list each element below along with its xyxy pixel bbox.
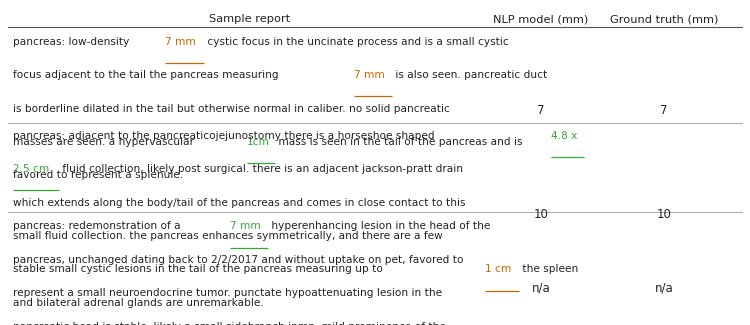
Text: 7: 7 bbox=[537, 104, 544, 117]
Text: pancreas: low-density: pancreas: low-density bbox=[13, 37, 134, 47]
Text: Sample report: Sample report bbox=[209, 14, 291, 24]
Text: 10: 10 bbox=[656, 208, 671, 221]
Text: n/a: n/a bbox=[655, 282, 674, 295]
Text: the spleen: the spleen bbox=[518, 265, 578, 274]
Text: NLP model (mm): NLP model (mm) bbox=[494, 14, 589, 24]
Text: hyperenhancing lesion in the head of the: hyperenhancing lesion in the head of the bbox=[268, 221, 490, 231]
Text: is also seen. pancreatic duct: is also seen. pancreatic duct bbox=[392, 70, 548, 80]
Text: 7 mm: 7 mm bbox=[230, 221, 260, 231]
Text: stable small cystic lesions in the tail of the pancreas measuring up to: stable small cystic lesions in the tail … bbox=[13, 265, 387, 274]
Text: 7: 7 bbox=[660, 104, 668, 117]
Text: n/a: n/a bbox=[532, 282, 550, 295]
Text: 1cm: 1cm bbox=[247, 137, 269, 147]
Text: pancreatic head is stable, likely a small sidebranch ipmn. mild prominence of th: pancreatic head is stable, likely a smal… bbox=[13, 322, 446, 325]
Text: 4.8 x: 4.8 x bbox=[550, 131, 578, 141]
Text: cystic focus in the uncinate process and is a small cystic: cystic focus in the uncinate process and… bbox=[204, 37, 508, 47]
Text: pancreas, unchanged dating back to 2/2/2017 and without uptake on pet, favored t: pancreas, unchanged dating back to 2/2/2… bbox=[13, 255, 464, 265]
Text: is borderline dilated in the tail but otherwise normal in caliber. no solid panc: is borderline dilated in the tail but ot… bbox=[13, 104, 450, 113]
Text: and bilateral adrenal glands are unremarkable.: and bilateral adrenal glands are unremar… bbox=[13, 298, 264, 308]
Text: favored to represent a splenule.: favored to represent a splenule. bbox=[13, 170, 184, 180]
Text: which extends along the body/tail of the pancreas and comes in close contact to : which extends along the body/tail of the… bbox=[13, 198, 466, 208]
Text: Ground truth (mm): Ground truth (mm) bbox=[610, 14, 718, 24]
Text: 1 cm: 1 cm bbox=[485, 265, 512, 274]
Text: pancreas: adjacent to the pancreaticojejunostomy there is a horseshoe shaped: pancreas: adjacent to the pancreaticojej… bbox=[13, 131, 439, 141]
Text: mass is seen in the tail of the pancreas and is: mass is seen in the tail of the pancreas… bbox=[275, 137, 523, 147]
Text: 2.5 cm: 2.5 cm bbox=[13, 164, 50, 174]
Text: focus adjacent to the tail the pancreas measuring: focus adjacent to the tail the pancreas … bbox=[13, 70, 283, 80]
Text: masses are seen. a hypervascular: masses are seen. a hypervascular bbox=[13, 137, 198, 147]
Text: fluid collection, likely post surgical. there is an adjacent jackson-pratt drain: fluid collection, likely post surgical. … bbox=[59, 164, 464, 174]
Text: 7 mm: 7 mm bbox=[165, 37, 196, 47]
Text: 7 mm: 7 mm bbox=[353, 70, 384, 80]
Text: pancreas: redem​onstration of a: pancreas: redem​onstration of a bbox=[13, 221, 184, 231]
Text: represent a small neuroendocrine tumor. punctate hypoattenuating lesion in the: represent a small neuroendocrine tumor. … bbox=[13, 288, 442, 298]
Text: 10: 10 bbox=[534, 208, 548, 221]
Text: small fluid collection. the pancreas enhances symmetrically, and there are a few: small fluid collection. the pancreas enh… bbox=[13, 231, 443, 241]
